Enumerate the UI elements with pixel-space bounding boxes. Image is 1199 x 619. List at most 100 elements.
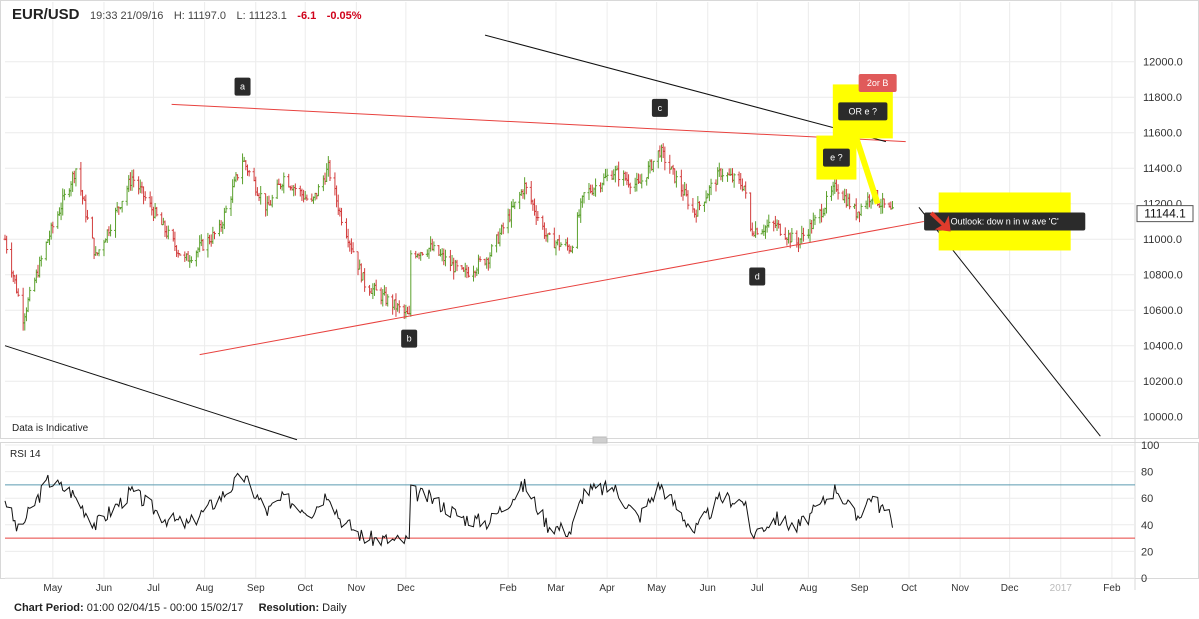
ohlc-bar: [467, 266, 471, 278]
rsi-tick-label: 80: [1141, 467, 1153, 479]
resolution-value: Daily: [322, 602, 347, 614]
month-tick-label: Aug: [196, 583, 214, 594]
ohlc-bar: [674, 170, 678, 188]
ohlc-bar: [132, 169, 136, 188]
ohlc-bar: [547, 232, 551, 235]
annotation-label: c: [658, 103, 663, 113]
month-tick-label: Oct: [901, 583, 917, 594]
month-tick-label: Oct: [297, 583, 313, 594]
ohlc-bar: [859, 203, 863, 217]
timestamp: 19:33 21/09/16: [89, 10, 164, 22]
ohlc-bar: [697, 201, 701, 211]
data-indicative-notice: Data is Indicative: [12, 423, 89, 434]
annotation-label: a: [240, 82, 245, 92]
ohlc-bar: [790, 227, 794, 243]
ohlc-bar: [628, 182, 632, 195]
ohlc-bar: [813, 214, 817, 226]
month-tick-label: Sep: [851, 583, 869, 594]
ohlc-bar: [224, 205, 228, 213]
annotation-box: [401, 329, 418, 348]
rsi-tick-label: 40: [1141, 520, 1153, 532]
annotation-box: [838, 102, 888, 121]
ohlc-bar: [259, 185, 263, 205]
resolution-label: Resolution:: [258, 602, 320, 614]
low-value: L: 11123.1: [236, 10, 287, 22]
ohlc-bar: [570, 245, 574, 254]
month-tick-label: Aug: [799, 583, 817, 594]
ohlc-bar: [891, 200, 895, 210]
month-tick-label: Jul: [751, 583, 764, 594]
price-tick-label: 11400.0: [1143, 163, 1182, 175]
ohlc-bar: [801, 227, 805, 242]
ohlc-bar: [351, 242, 355, 253]
ohlc-bar: [663, 146, 667, 171]
outlook-arrow-icon: [929, 211, 951, 232]
month-tick-label: Nov: [347, 583, 365, 594]
ohlc-bar: [201, 238, 205, 251]
ohlc-bar: [16, 288, 20, 297]
ohlc-bar: [62, 189, 66, 201]
ohlc-bar: [617, 161, 621, 187]
ohlc-bar: [432, 241, 436, 252]
month-tick-label: May: [43, 583, 62, 594]
highlight-bracket: [851, 132, 881, 205]
change-percent: -0.05%: [326, 10, 362, 22]
ohlc-bar: [236, 174, 240, 181]
trendline-red: [171, 103, 906, 143]
price-tick-label: 11000.0: [1143, 234, 1182, 246]
ohlc-bar: [397, 300, 401, 314]
ohlc-bar: [85, 209, 89, 220]
price-tick-label: 11800.0: [1143, 92, 1182, 104]
month-tick-label: May: [647, 583, 666, 594]
ohlc-bar: [559, 242, 563, 247]
ohlc-bar: [536, 210, 540, 221]
rsi-tick-label: 100: [1141, 440, 1159, 452]
month-tick-label: Feb: [1103, 583, 1121, 594]
ohlc-bar: [39, 255, 43, 267]
ohlc-bar: [501, 222, 505, 235]
ohlc-bar: [686, 190, 690, 210]
ohlc-bar: [316, 184, 320, 197]
month-tick-label: Jul: [147, 583, 160, 594]
annotation-box: [858, 74, 897, 93]
trendline-red: [199, 220, 924, 356]
ohlc-bar: [282, 172, 286, 194]
annotation-label: OR e ?: [849, 106, 878, 116]
symbol-title: EUR/USD: [12, 6, 80, 23]
rsi-tick-label: 60: [1141, 493, 1153, 505]
ohlc-bar: [293, 183, 297, 196]
ohlc-bar: [155, 206, 159, 217]
rsi-panel-frame: [0, 442, 1199, 579]
price-tick-label: 10600.0: [1143, 305, 1183, 317]
ohlc-bar: [270, 194, 274, 208]
month-tick-label: Feb: [500, 583, 518, 594]
price-tick-label: 10200.0: [1143, 376, 1183, 388]
ohlc-bar: [524, 182, 528, 195]
candle-series: [3, 143, 895, 331]
ohlc-bar: [109, 224, 113, 237]
month-tick-label: Dec: [1001, 583, 1019, 594]
month-tick-label: Apr: [599, 583, 615, 594]
change-value: -6.1: [297, 10, 317, 22]
period-label: Chart Period:: [14, 602, 84, 614]
rsi-tick-label: 0: [1141, 573, 1147, 585]
month-tick-label: Jun: [96, 583, 112, 594]
ohlc-bar: [848, 193, 852, 210]
ohlc-bar: [409, 250, 413, 317]
price-tick-label: 10000.0: [1143, 412, 1183, 424]
ohlc-bar: [882, 198, 886, 208]
ohlc-bar: [732, 173, 736, 188]
month-tick-label: Nov: [951, 583, 969, 594]
ohlc-bar: [490, 244, 494, 257]
ohlc-bar: [825, 191, 829, 214]
ohlc-bar: [778, 223, 782, 236]
rsi-tick-label: 20: [1141, 546, 1153, 558]
ohlc-bar: [709, 178, 713, 196]
ohlc-bar: [594, 178, 598, 197]
ohlc-bar: [478, 256, 482, 262]
chart-header: EUR/USD 19:33 21/09/16 H: 11197.0 L: 111…: [12, 6, 362, 26]
ohlc-bar: [143, 191, 147, 201]
ohlc-bar: [374, 279, 378, 291]
ohlc-bar: [455, 259, 459, 272]
